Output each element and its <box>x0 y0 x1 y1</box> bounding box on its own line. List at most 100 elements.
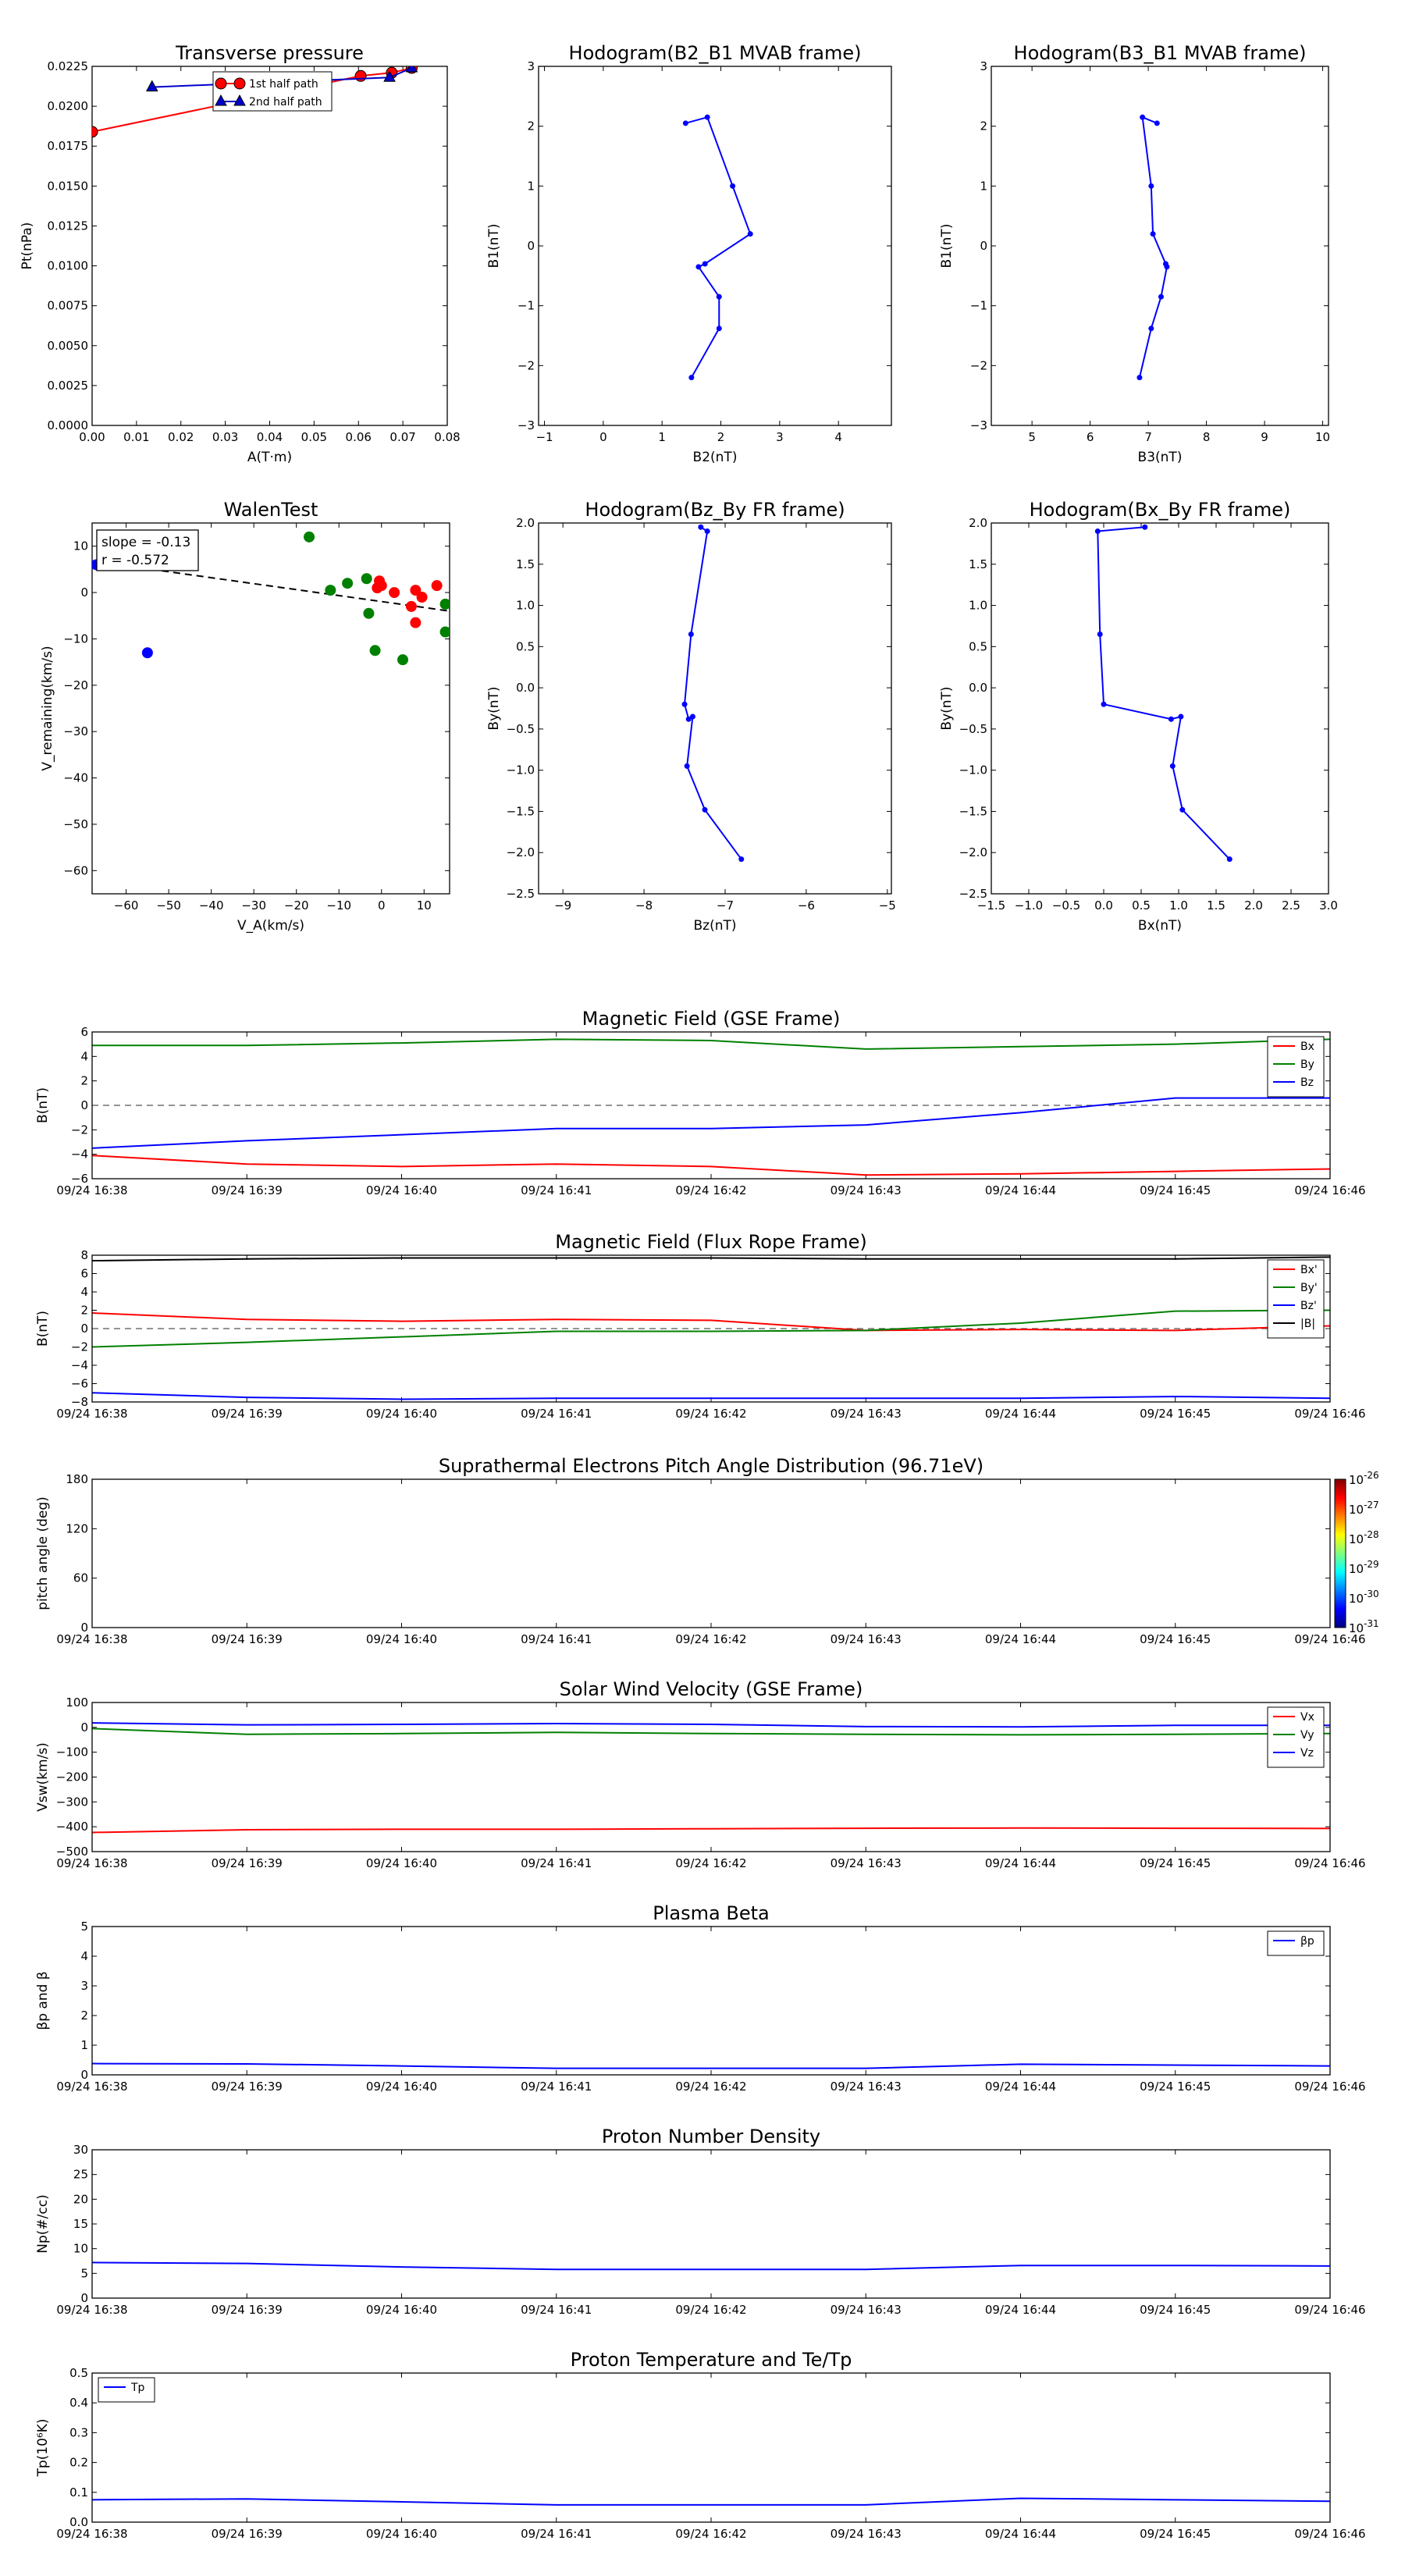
legend: 1st half path 2nd half path <box>212 71 333 112</box>
x-tick-label: 09/24 16:40 <box>366 1407 437 1421</box>
data-point <box>1142 524 1148 530</box>
chart-solar-wind-velocity: Solar Wind Velocity (GSE Frame) 09/24 16:… <box>35 1678 1366 1870</box>
y-tick-label: −2 <box>518 358 535 372</box>
x-tick-label: 09/24 16:43 <box>831 1632 902 1646</box>
x-tick-label: 09/24 16:40 <box>366 1632 437 1646</box>
y-tick-label: 0.4 <box>69 2396 88 2410</box>
x-tick-label: −9 <box>554 898 571 913</box>
y-tick-label: 1 <box>80 2038 88 2052</box>
x-tick-label: 10 <box>1315 430 1330 444</box>
y-tick-label: 0 <box>80 1098 88 1112</box>
y-tick-label: −0.5 <box>959 722 987 736</box>
y-tick-label: 2 <box>80 2008 88 2023</box>
y-tick-label: −60 <box>63 863 88 877</box>
chart-title: Suprathermal Electrons Pitch Angle Distr… <box>439 1455 984 1477</box>
x-tick-label: 09/24 16:39 <box>212 1407 283 1421</box>
x-tick-label: −0.5 <box>1052 898 1080 913</box>
y-tick-label: −2 <box>71 1123 88 1137</box>
y-tick-label: −1.5 <box>507 804 535 818</box>
x-tick-label: 09/24 16:46 <box>1294 2080 1365 2094</box>
series-1 <box>304 531 450 666</box>
data-point <box>1136 375 1143 381</box>
legend-label: By <box>1300 1059 1314 1071</box>
y-tick-label: 0.5 <box>516 639 535 653</box>
data-point <box>92 126 98 138</box>
x-axis-label: Bz(nT) <box>693 918 736 934</box>
x-tick-label: 5 <box>1028 430 1036 444</box>
y-tick-label: 0 <box>980 239 987 253</box>
y-tick-label: 0 <box>80 1621 88 1635</box>
x-tick-label: 09/24 16:45 <box>1140 2303 1211 2317</box>
legend-label: βp <box>1300 1935 1314 1948</box>
series-line-by- <box>91 1309 1331 1348</box>
x-tick-label: 9 <box>1261 430 1268 444</box>
series-line <box>684 526 742 860</box>
y-tick-label: 180 <box>66 1472 88 1486</box>
y-tick-label: 0.0050 <box>48 339 89 353</box>
data-point <box>1226 856 1232 863</box>
data-point <box>716 294 722 300</box>
plot-frame <box>991 522 1329 895</box>
y-tick-label: 0.5 <box>969 639 987 653</box>
x-tick-label: 09/24 16:44 <box>985 1407 1056 1421</box>
chart-plasma-beta: Plasma Beta 09/24 16:38 09/24 16:39 09/24 1… <box>35 1902 1366 2094</box>
colorbar-tick-label: 10-31 <box>1349 1618 1379 1635</box>
chart-magnetic-field-gse: Magnetic Field (GSE Frame) 09/24 16:38 09/… <box>35 1008 1366 1197</box>
x-tick-label: 09/24 16:46 <box>1294 1407 1365 1421</box>
x-tick-label: 0.0 <box>1094 898 1113 913</box>
data-point <box>1168 716 1174 722</box>
data-point <box>1169 763 1176 769</box>
x-tick-label: 09/24 16:40 <box>366 2303 437 2317</box>
y-tick-label: −3 <box>970 418 987 432</box>
x-tick-label: 09/24 16:43 <box>831 2527 902 2541</box>
data-point <box>702 261 708 267</box>
chart-transverse-pressure: Transverse pressure 0.00 0.01 0.02 0.03 0.04 0… <box>20 42 461 465</box>
y-tick-label: 2.0 <box>969 516 987 530</box>
x-tick-label: 09/24 16:38 <box>56 1183 127 1197</box>
y-axis-label: By(nT) <box>486 686 502 730</box>
y-tick-label: 0.0 <box>969 681 987 695</box>
y-tick-label: 4 <box>80 1285 88 1299</box>
data-point <box>363 607 375 619</box>
x-tick-label: 0.5 <box>1132 898 1151 913</box>
data-point <box>361 573 372 585</box>
x-tick-label: 09/24 16:39 <box>212 1632 283 1646</box>
y-tick-label: 0.0 <box>516 681 535 695</box>
x-tick-label: 09/24 16:45 <box>1140 2527 1211 2541</box>
data-point <box>215 77 227 90</box>
chart-suprathermal-pad: Suprathermal Electrons Pitch Angle Distr… <box>35 1455 1379 1646</box>
x-tick-label: 0.02 <box>168 430 194 444</box>
plot-frame <box>91 1702 1331 1852</box>
data-point <box>698 524 704 530</box>
chart-hodogram-bz-by: Hodogram(Bz_By FR frame) −9 −8 −7 −6 −5 −2.5 −2… <box>486 499 896 934</box>
y-tick-label: 25 <box>73 2168 88 2182</box>
y-tick-label: 0.1 <box>69 2485 88 2500</box>
data-point <box>738 856 745 863</box>
x-tick-label: 09/24 16:40 <box>366 1183 437 1197</box>
legend-label: 2nd half path <box>249 96 322 109</box>
legend-label: By' <box>1300 1282 1318 1294</box>
x-tick-label: 09/24 16:43 <box>831 1407 902 1421</box>
legend-label: |B| <box>1300 1318 1315 1330</box>
chart-title: Plasma Beta <box>653 1902 769 1924</box>
y-tick-label: 0.0100 <box>48 259 89 273</box>
x-tick-label: 0.00 <box>79 430 105 444</box>
y-tick-label: −40 <box>63 771 88 785</box>
x-tick-label: −1.5 <box>977 898 1005 913</box>
y-tick-label: −20 <box>63 678 88 692</box>
y-tick-label: 0 <box>80 1322 88 1336</box>
plot-frame <box>91 1254 1331 1403</box>
y-tick-label: −0.5 <box>507 722 535 736</box>
x-tick-label: 09/24 16:45 <box>1140 1407 1211 1421</box>
chart-title: Hodogram(B2_B1 MVAB frame) <box>569 42 862 64</box>
x-tick-label: 0 <box>378 898 386 913</box>
y-axis-label: By(nT) <box>939 686 955 730</box>
y-tick-label: −1 <box>970 299 987 313</box>
x-tick-label: 09/24 16:39 <box>212 2080 283 2094</box>
y-tick-label: 3 <box>980 59 987 73</box>
y-tick-label: 0 <box>80 2068 88 2082</box>
x-tick-label: 09/24 16:38 <box>56 2080 127 2094</box>
chart-title: Hodogram(B3_B1 MVAB frame) <box>1014 42 1307 64</box>
data-point <box>354 69 367 82</box>
